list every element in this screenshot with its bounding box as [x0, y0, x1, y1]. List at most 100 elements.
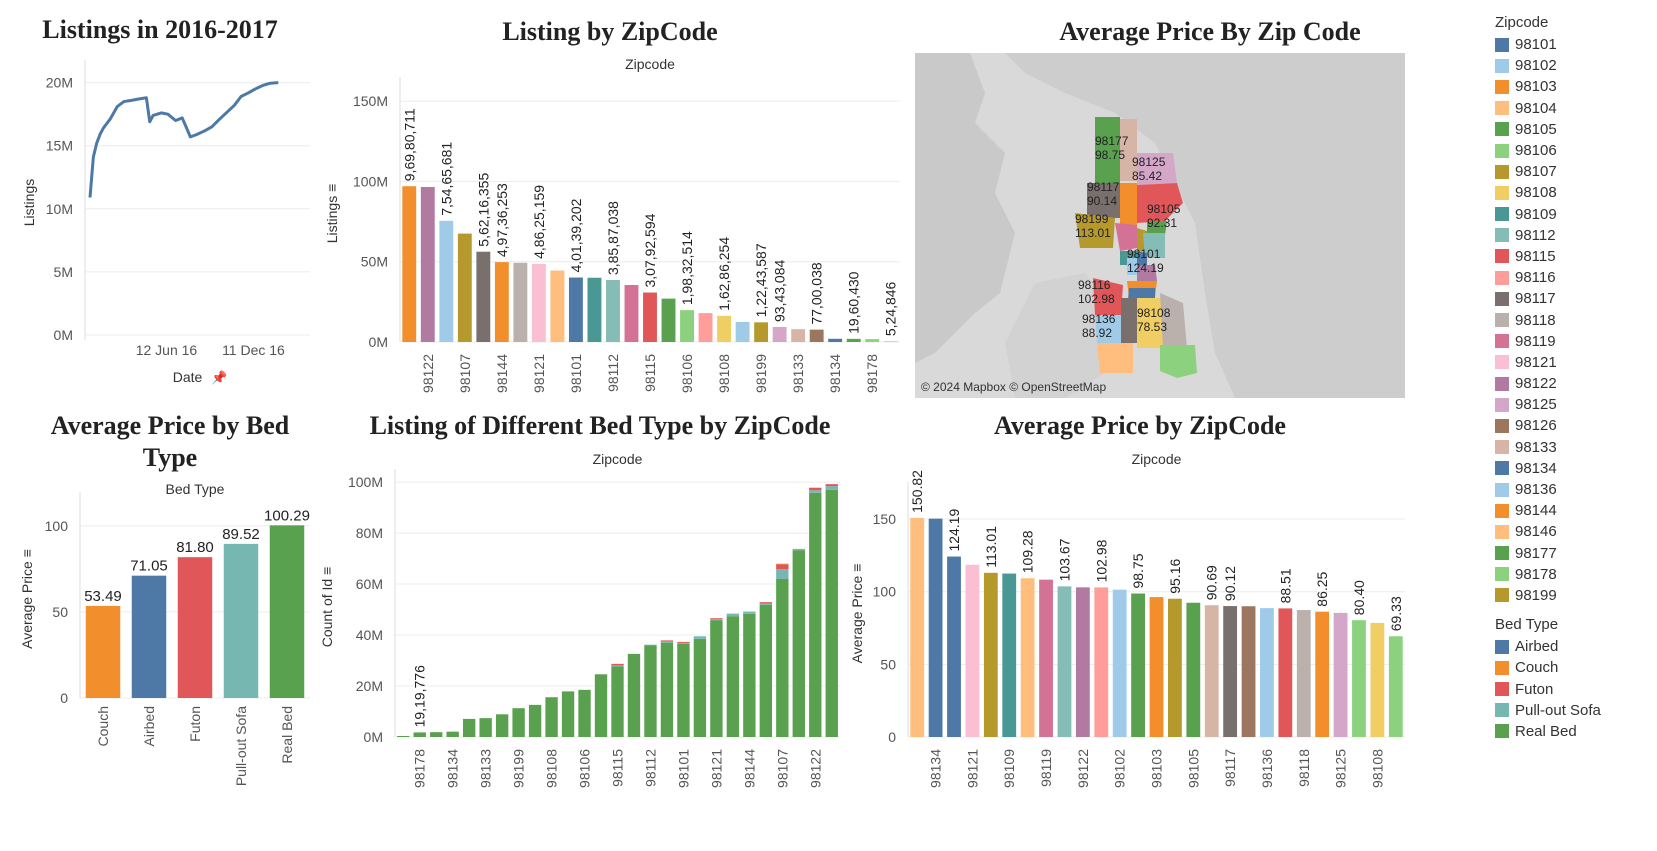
legend-item-98122[interactable]: 98122 — [1495, 373, 1655, 394]
bar[interactable] — [865, 339, 880, 342]
bar-segment-futon[interactable] — [809, 487, 822, 491]
map-zip-98136[interactable] — [1095, 315, 1121, 343]
map-zip-98103[interactable] — [1120, 183, 1137, 228]
bar-segment-real-bed[interactable] — [743, 613, 756, 737]
bar-segment-futon[interactable] — [677, 641, 690, 643]
bar-segment-futon[interactable] — [825, 484, 838, 487]
avg-price-by-bed-chart[interactable]: 0 50 100 Bed Type Average Price ≡ 53.49 71.05 8… — [0, 475, 330, 840]
bar[interactable] — [1278, 608, 1293, 737]
legend-item-real-bed[interactable]: Real Bed — [1495, 721, 1655, 742]
legend-item-futon[interactable]: Futon — [1495, 678, 1655, 699]
map-zip-98177[interactable] — [1095, 117, 1120, 183]
bar[interactable] — [809, 329, 824, 342]
bar[interactable] — [1149, 597, 1164, 737]
bar[interactable] — [947, 556, 961, 737]
bar[interactable] — [531, 263, 546, 342]
map-zip-98116[interactable] — [1093, 278, 1123, 315]
legend-item-98101[interactable]: 98101 — [1495, 34, 1655, 55]
bar[interactable] — [717, 315, 732, 342]
map-zip-98178[interactable] — [1160, 345, 1197, 378]
bar-segment-real-bed[interactable] — [611, 666, 624, 737]
bar[interactable] — [269, 525, 305, 698]
legend-item-98108[interactable]: 98108 — [1495, 182, 1655, 203]
bar[interactable] — [402, 186, 417, 342]
legend-item-98104[interactable]: 98104 — [1495, 98, 1655, 119]
bar[interactable] — [1352, 620, 1366, 737]
bar[interactable] — [754, 322, 769, 342]
legend-item-98107[interactable]: 98107 — [1495, 161, 1655, 182]
bar-segment-real-bed[interactable] — [594, 674, 608, 737]
bar-segment-real-bed[interactable] — [397, 735, 410, 737]
bar[interactable] — [965, 564, 980, 737]
bar-segment-pull-out-sofa[interactable] — [644, 644, 657, 646]
bar[interactable] — [735, 321, 750, 342]
bar[interactable] — [1039, 579, 1053, 737]
bar-segment-pull-out-sofa[interactable] — [825, 486, 838, 490]
bar[interactable] — [883, 341, 898, 342]
bar[interactable] — [494, 262, 509, 342]
map-zip-98146[interactable] — [1097, 343, 1133, 373]
bar-segment-real-bed[interactable] — [825, 489, 838, 737]
legend-item-98177[interactable]: 98177 — [1495, 543, 1655, 564]
bar[interactable] — [1075, 587, 1090, 737]
bar-segment-pull-out-sofa[interactable] — [611, 665, 624, 667]
bar-segment-real-bed[interactable] — [430, 732, 443, 737]
bar-segment-real-bed[interactable] — [644, 645, 657, 737]
legend-item-98178[interactable]: 98178 — [1495, 564, 1655, 585]
bar[interactable] — [680, 310, 694, 342]
legend-item-98146[interactable]: 98146 — [1495, 521, 1655, 542]
map-zip-98101[interactable] — [1137, 251, 1147, 265]
bar-segment-real-bed[interactable] — [462, 718, 476, 737]
bar[interactable] — [513, 262, 528, 342]
legend-item-pull-out-sofa[interactable]: Pull-out Sofa — [1495, 700, 1655, 721]
bar[interactable] — [661, 298, 676, 342]
avg-price-by-zip-chart[interactable]: 0 50 100 150 Zipcode Average Price ≡ 150.82 124… — [850, 445, 1410, 825]
bar[interactable] — [223, 543, 259, 698]
bar-segment-real-bed[interactable] — [792, 550, 805, 737]
map-zip-98122[interactable] — [1137, 265, 1157, 281]
legend-item-98199[interactable]: 98199 — [1495, 585, 1655, 606]
bar-segment-pull-out-sofa[interactable] — [743, 611, 756, 614]
bar[interactable] — [1370, 622, 1385, 737]
bar[interactable] — [928, 518, 943, 737]
bar[interactable] — [1333, 612, 1348, 737]
bar[interactable] — [131, 575, 167, 698]
series-line[interactable] — [88, 81, 279, 198]
bar-segment-futon[interactable] — [611, 663, 624, 666]
bar[interactable] — [983, 572, 998, 737]
listings-line-chart[interactable]: 0M 5M 10M 15M 20M 12 Jun 16 11 Dec 16 Date 📌 List… — [0, 50, 320, 410]
bar[interactable] — [1020, 578, 1035, 737]
bar[interactable] — [1057, 586, 1072, 737]
legend-item-98116[interactable]: 98116 — [1495, 267, 1655, 288]
pin-icon[interactable]: 📌 — [211, 369, 227, 385]
legend-item-98112[interactable]: 98112 — [1495, 225, 1655, 246]
bar-segment-real-bed[interactable] — [759, 604, 773, 737]
bar-segment-real-bed[interactable] — [693, 638, 707, 737]
legend-item-98121[interactable]: 98121 — [1495, 352, 1655, 373]
legend-item-98117[interactable]: 98117 — [1495, 288, 1655, 309]
legend-item-98102[interactable]: 98102 — [1495, 55, 1655, 76]
bar[interactable] — [85, 605, 121, 698]
bar[interactable] — [624, 284, 639, 342]
bar-segment-pull-out-sofa[interactable] — [660, 641, 674, 643]
bar-segment-real-bed[interactable] — [726, 616, 740, 737]
bar-segment-pull-out-sofa[interactable] — [677, 642, 690, 644]
bar[interactable] — [1186, 602, 1201, 737]
bar-segment-couch[interactable] — [776, 563, 789, 565]
bar[interactable] — [1094, 587, 1109, 737]
legend-item-couch[interactable]: Couch — [1495, 657, 1655, 678]
bar-segment-real-bed[interactable] — [495, 714, 509, 737]
bar-segment-real-bed[interactable] — [776, 578, 789, 737]
legend-item-airbed[interactable]: Airbed — [1495, 636, 1655, 657]
map-zip-98119[interactable] — [1115, 223, 1137, 251]
bar-segment-real-bed[interactable] — [479, 718, 492, 737]
map-zip-98108[interactable] — [1137, 298, 1163, 348]
bar-segment-real-bed[interactable] — [660, 642, 674, 737]
bar[interactable] — [698, 313, 713, 342]
bar[interactable] — [846, 338, 861, 342]
bar-segment-real-bed[interactable] — [809, 492, 822, 737]
bar[interactable] — [177, 557, 213, 698]
bed-type-by-zip-chart[interactable]: 0M 20M 40M 60M 80M 100M Zipcode Count of Id ≡ 19… — [320, 445, 850, 825]
legend-item-98144[interactable]: 98144 — [1495, 500, 1655, 521]
